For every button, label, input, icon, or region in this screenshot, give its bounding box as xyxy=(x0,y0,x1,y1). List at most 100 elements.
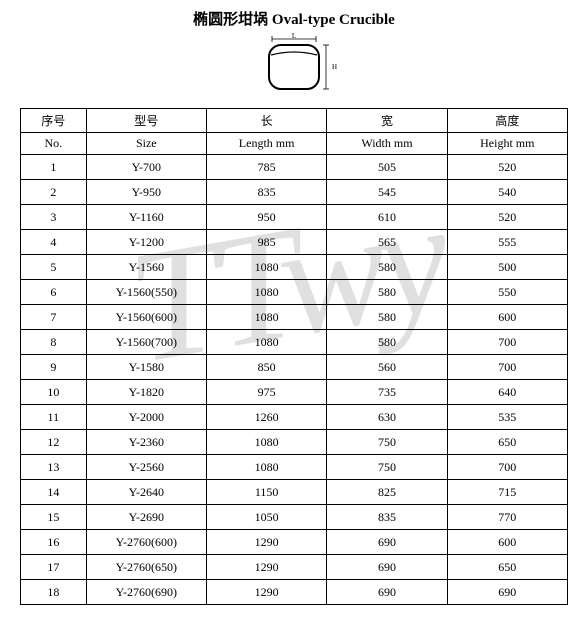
header-width-cn: 宽 xyxy=(327,109,447,133)
cell-no: 11 xyxy=(21,405,87,430)
cell-width: 565 xyxy=(327,230,447,255)
cell-height: 650 xyxy=(447,430,567,455)
cell-width: 610 xyxy=(327,205,447,230)
cell-length: 835 xyxy=(206,180,326,205)
cell-size: Y-1560 xyxy=(86,255,206,280)
crucible-diagram: L H xyxy=(20,33,568,102)
cell-length: 1050 xyxy=(206,505,326,530)
cell-size: Y-2760(690) xyxy=(86,580,206,605)
cell-length: 975 xyxy=(206,380,326,405)
cell-no: 13 xyxy=(21,455,87,480)
cell-length: 1080 xyxy=(206,255,326,280)
cell-length: 1080 xyxy=(206,430,326,455)
dim-label-H: H xyxy=(332,63,337,71)
cell-width: 580 xyxy=(327,280,447,305)
spec-table: 序号 型号 长 宽 高度 No. Size Length mm Width mm… xyxy=(20,108,568,605)
cell-length: 950 xyxy=(206,205,326,230)
cell-size: Y-1160 xyxy=(86,205,206,230)
cell-no: 18 xyxy=(21,580,87,605)
cell-height: 555 xyxy=(447,230,567,255)
cell-height: 600 xyxy=(447,530,567,555)
cell-width: 690 xyxy=(327,580,447,605)
cell-height: 700 xyxy=(447,355,567,380)
cell-height: 690 xyxy=(447,580,567,605)
cell-size: Y-2690 xyxy=(86,505,206,530)
cell-height: 700 xyxy=(447,455,567,480)
table-row: 5Y-15601080580500 xyxy=(21,255,568,280)
table-row: 1Y-700785505520 xyxy=(21,155,568,180)
cell-width: 690 xyxy=(327,555,447,580)
table-row: 8Y-1560(700)1080580700 xyxy=(21,330,568,355)
table-row: 10Y-1820975735640 xyxy=(21,380,568,405)
header-size-en: Size xyxy=(86,133,206,155)
cell-height: 535 xyxy=(447,405,567,430)
table-row: 4Y-1200985565555 xyxy=(21,230,568,255)
table-row: 18Y-2760(690)1290690690 xyxy=(21,580,568,605)
cell-length: 1080 xyxy=(206,455,326,480)
table-row: 16Y-2760(600)1290690600 xyxy=(21,530,568,555)
cell-length: 1260 xyxy=(206,405,326,430)
header-height-en: Height mm xyxy=(447,133,567,155)
cell-height: 715 xyxy=(447,480,567,505)
cell-size: Y-2760(600) xyxy=(86,530,206,555)
dim-label-L: L xyxy=(292,33,296,40)
cell-width: 690 xyxy=(327,530,447,555)
header-no-cn: 序号 xyxy=(21,109,87,133)
cell-no: 12 xyxy=(21,430,87,455)
table-row: 17Y-2760(650)1290690650 xyxy=(21,555,568,580)
table-row: 14Y-26401150825715 xyxy=(21,480,568,505)
cell-no: 2 xyxy=(21,180,87,205)
table-row: 3Y-1160950610520 xyxy=(21,205,568,230)
header-no-en: No. xyxy=(21,133,87,155)
cell-height: 550 xyxy=(447,280,567,305)
cell-width: 580 xyxy=(327,255,447,280)
cell-width: 735 xyxy=(327,380,447,405)
cell-size: Y-1560(600) xyxy=(86,305,206,330)
cell-size: Y-950 xyxy=(86,180,206,205)
cell-no: 9 xyxy=(21,355,87,380)
cell-length: 985 xyxy=(206,230,326,255)
cell-no: 4 xyxy=(21,230,87,255)
cell-no: 7 xyxy=(21,305,87,330)
cell-height: 640 xyxy=(447,380,567,405)
cell-size: Y-2640 xyxy=(86,480,206,505)
cell-width: 505 xyxy=(327,155,447,180)
cell-no: 14 xyxy=(21,480,87,505)
cell-width: 835 xyxy=(327,505,447,530)
cell-size: Y-1820 xyxy=(86,380,206,405)
table-row: 12Y-23601080750650 xyxy=(21,430,568,455)
cell-width: 580 xyxy=(327,330,447,355)
cell-size: Y-1580 xyxy=(86,355,206,380)
cell-width: 580 xyxy=(327,305,447,330)
table-header-row-en: No. Size Length mm Width mm Height mm xyxy=(21,133,568,155)
cell-no: 16 xyxy=(21,530,87,555)
cell-size: Y-1560(550) xyxy=(86,280,206,305)
header-length-en: Length mm xyxy=(206,133,326,155)
cell-width: 825 xyxy=(327,480,447,505)
table-row: 6Y-1560(550)1080580550 xyxy=(21,280,568,305)
cell-height: 600 xyxy=(447,305,567,330)
table-header-row-cn: 序号 型号 长 宽 高度 xyxy=(21,109,568,133)
cell-no: 15 xyxy=(21,505,87,530)
table-row: 13Y-25601080750700 xyxy=(21,455,568,480)
cell-no: 8 xyxy=(21,330,87,355)
cell-width: 545 xyxy=(327,180,447,205)
cell-length: 1080 xyxy=(206,330,326,355)
cell-size: Y-2360 xyxy=(86,430,206,455)
table-row: 7Y-1560(600)1080580600 xyxy=(21,305,568,330)
cell-length: 1080 xyxy=(206,280,326,305)
cell-no: 3 xyxy=(21,205,87,230)
cell-height: 520 xyxy=(447,205,567,230)
table-row: 9Y-1580850560700 xyxy=(21,355,568,380)
cell-size: Y-2560 xyxy=(86,455,206,480)
table-row: 15Y-26901050835770 xyxy=(21,505,568,530)
cell-width: 750 xyxy=(327,455,447,480)
cell-width: 560 xyxy=(327,355,447,380)
cell-no: 17 xyxy=(21,555,87,580)
cell-size: Y-2000 xyxy=(86,405,206,430)
cell-height: 520 xyxy=(447,155,567,180)
cell-width: 630 xyxy=(327,405,447,430)
header-width-en: Width mm xyxy=(327,133,447,155)
cell-no: 1 xyxy=(21,155,87,180)
cell-size: Y-2760(650) xyxy=(86,555,206,580)
